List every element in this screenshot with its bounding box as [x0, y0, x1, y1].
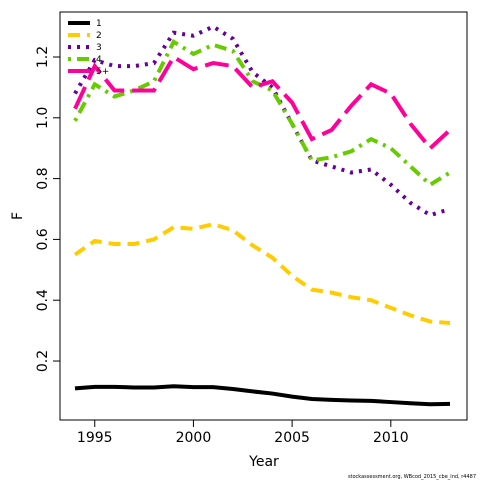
series-line	[73, 222, 451, 326]
x-tick-label: 2000	[176, 430, 212, 446]
y-tick-label: 0.2	[35, 350, 51, 372]
y-tick-label: 0.8	[35, 167, 51, 189]
y-tick-label: 0.4	[35, 289, 51, 311]
y-tick-label: 1.2	[35, 46, 51, 68]
footnote: stockassessment.org, WBcod_2015_cbe_ind,…	[348, 474, 476, 480]
x-tick-label: 2010	[373, 430, 409, 446]
series-line	[73, 24, 451, 218]
y-tick-label: 1.0	[35, 107, 51, 129]
legend-label: 4	[96, 55, 102, 65]
x-axis-label: Year	[248, 454, 279, 470]
series-line	[74, 384, 451, 407]
series-line	[73, 54, 452, 152]
y-tick-label: 0.6	[35, 228, 51, 250]
x-tick-label: 2005	[274, 430, 310, 446]
legend-label: 1	[96, 19, 102, 29]
legend-label: 2	[96, 31, 102, 41]
x-tick-label: 1995	[77, 430, 113, 446]
plot-frame	[59, 11, 468, 421]
y-axis-label: F	[10, 212, 26, 220]
legend-label: 5+	[96, 67, 109, 77]
series-line	[73, 38, 452, 188]
legend-label: 3	[96, 43, 102, 53]
